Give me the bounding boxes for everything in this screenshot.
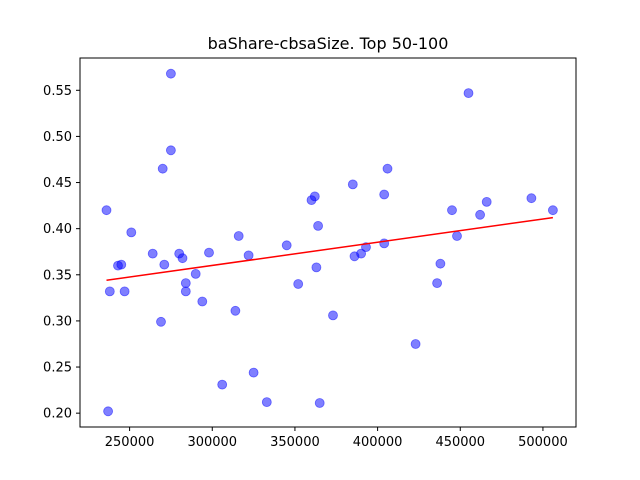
y-tick-label: 0.35 bbox=[43, 268, 72, 283]
y-axis: 0.20 0.25 0.30 0.35 0.40 0.45 0.50 0.55 bbox=[43, 84, 80, 422]
data-point-50 bbox=[548, 205, 558, 216]
data-point-6 bbox=[126, 227, 137, 238]
data-point-2 bbox=[104, 286, 115, 297]
data-point-8 bbox=[156, 316, 166, 327]
data-point-16 bbox=[180, 286, 191, 297]
chart-title: baShare-cbsaSize. Top 50-100 bbox=[208, 34, 449, 53]
data-point-45 bbox=[452, 231, 462, 241]
x-tick-label: 500000 bbox=[518, 435, 568, 450]
data-point-21 bbox=[230, 305, 241, 316]
x-tick-label: 400000 bbox=[353, 435, 403, 450]
data-point-11 bbox=[165, 68, 176, 79]
data-point-9 bbox=[157, 163, 168, 174]
data-point-36 bbox=[356, 248, 367, 259]
data-point-29 bbox=[309, 191, 320, 202]
y-tick-label: 0.25 bbox=[43, 361, 72, 376]
data-point-4 bbox=[116, 259, 127, 270]
data-point-32 bbox=[314, 398, 325, 408]
y-tick-label: 0.55 bbox=[43, 84, 72, 99]
data-point-42 bbox=[432, 278, 443, 289]
x-tick-label: 350000 bbox=[270, 435, 320, 450]
data-point-7 bbox=[147, 248, 158, 259]
data-point-27 bbox=[293, 279, 304, 289]
plot-frame bbox=[79, 57, 577, 428]
y-tick-label: 0.50 bbox=[43, 130, 72, 145]
y-tick-label: 0.20 bbox=[43, 407, 72, 422]
data-point-1 bbox=[103, 406, 113, 417]
data-point-48 bbox=[481, 196, 492, 207]
data-point-49 bbox=[526, 193, 537, 204]
y-tick-label: 0.40 bbox=[43, 222, 72, 237]
data-point-47 bbox=[475, 209, 486, 220]
data-point-20 bbox=[217, 379, 228, 390]
data-point-18 bbox=[197, 296, 208, 307]
data-point-0 bbox=[101, 205, 112, 216]
data-point-19 bbox=[204, 247, 214, 258]
data-point-5 bbox=[119, 286, 130, 297]
data-point-15 bbox=[180, 278, 191, 289]
data-point-33 bbox=[328, 310, 338, 321]
trend-line bbox=[106, 216, 554, 282]
data-point-31 bbox=[313, 220, 324, 231]
x-tick-label: 450000 bbox=[435, 435, 485, 450]
x-tick-label: 250000 bbox=[105, 435, 155, 450]
data-point-25 bbox=[261, 397, 272, 408]
data-point-40 bbox=[382, 163, 393, 174]
data-point-34 bbox=[347, 179, 358, 190]
data-point-17 bbox=[190, 268, 201, 279]
data-point-43 bbox=[435, 258, 446, 269]
data-point-46 bbox=[463, 88, 474, 98]
trend-line-layer bbox=[106, 216, 554, 282]
data-point-23 bbox=[243, 250, 254, 261]
x-tick-label: 300000 bbox=[187, 435, 237, 450]
data-point-14 bbox=[177, 253, 188, 264]
data-point-44 bbox=[447, 205, 457, 216]
data-point-30 bbox=[311, 262, 322, 273]
x-axis: 250000 300000 350000 400000 450000 500000 bbox=[105, 427, 568, 450]
data-point-26 bbox=[281, 240, 292, 251]
data-point-12 bbox=[165, 145, 176, 156]
data-point-39 bbox=[379, 189, 390, 200]
data-point-24 bbox=[248, 367, 259, 378]
y-tick-label: 0.30 bbox=[43, 314, 72, 329]
data-point-22 bbox=[233, 231, 244, 241]
y-tick-label: 0.45 bbox=[43, 176, 72, 191]
data-point-41 bbox=[410, 339, 421, 349]
data-point-10 bbox=[159, 259, 170, 270]
points-layer bbox=[101, 68, 558, 417]
